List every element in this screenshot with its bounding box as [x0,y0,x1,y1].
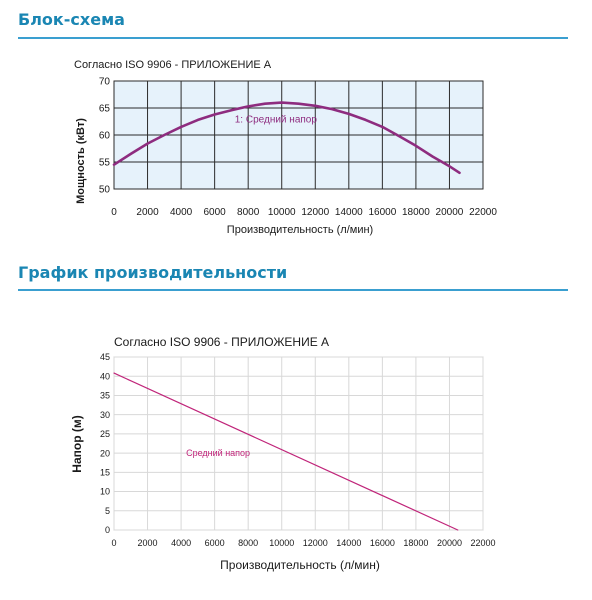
chart-title: Согласно ISO 9906 - ПРИЛОЖЕНИЕ А [114,335,329,349]
series-line [112,101,461,175]
x-axis-label: Производительность (л/мин) [220,558,380,572]
series-line [113,372,459,531]
y-tick-label: 30 [100,410,110,420]
y-tick-label: 60 [99,131,111,142]
x-tick-label: 8000 [237,207,260,218]
x-tick-label: 12000 [301,207,329,218]
y-axis-label: Мощность (кВт) [75,118,87,204]
y-tick-label: 55 [99,158,111,169]
x-tick-label: 20000 [437,538,462,548]
x-tick-label: 16000 [368,207,396,218]
x-tick-label: 2000 [136,207,159,218]
x-tick-label: 4000 [171,538,191,548]
x-tick-label: 22000 [470,538,495,548]
x-tick-label: 18000 [403,538,428,548]
x-tick-label: 20000 [436,207,464,218]
y-axis-label: Напор (м) [70,415,84,472]
y-tick-label: 5 [105,506,110,516]
y-tick-label: 20 [100,448,110,458]
x-tick-label: 4000 [170,207,193,218]
chart-title: Согласно ISO 9906 - ПРИЛОЖЕНИЕ А [74,59,272,71]
x-tick-label: 12000 [303,538,328,548]
section-title-block-diagram: Блок-схема [18,10,125,29]
x-tick-label: 8000 [238,538,258,548]
y-tick-label: 65 [99,104,111,115]
x-tick-label: 14000 [336,538,361,548]
y-tick-label: 35 [100,391,110,401]
x-tick-label: 6000 [204,207,227,218]
series-label: Средний напор [186,448,250,458]
y-tick-label: 70 [99,77,111,88]
y-tick-label: 0 [105,525,110,535]
series-label: 1: Средний напор [235,115,318,126]
x-tick-label: 6000 [205,538,225,548]
x-axis-label: Производительность (л/мин) [227,224,373,236]
x-tick-label: 16000 [370,538,395,548]
y-tick-label: 15 [100,467,110,477]
y-tick-label: 10 [100,487,110,497]
x-tick-label: 10000 [269,538,294,548]
x-tick-label: 2000 [138,538,158,548]
x-tick-label: 22000 [469,207,497,218]
plot-area [113,356,484,531]
power-chart: Согласно ISO 9906 - ПРИЛОЖЕНИЕ А Мощност… [74,59,497,236]
head-chart: Согласно ISO 9906 - ПРИЛОЖЕНИЕ А Напор (… [70,335,496,572]
section-divider [18,289,568,291]
x-tick-label: 0 [111,207,117,218]
y-tick-label: 50 [99,185,111,196]
y-tick-label: 45 [100,352,110,362]
y-tick-label: 25 [100,429,110,439]
x-tick-label: 10000 [268,207,296,218]
y-tick-label: 40 [100,371,110,381]
x-tick-label: 18000 [402,207,430,218]
x-tick-label: 14000 [335,207,363,218]
section-title-performance: График производительности [18,263,288,282]
section-divider [18,37,568,39]
x-tick-label: 0 [111,538,116,548]
